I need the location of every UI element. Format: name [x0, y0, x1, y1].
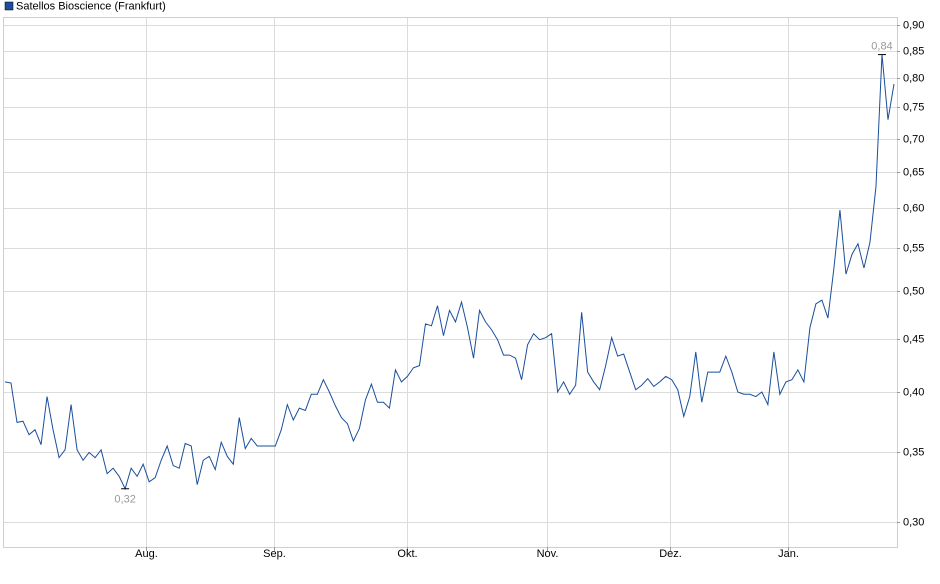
y-tick-label: 0,45: [903, 333, 924, 345]
y-tick-label: 0,70: [903, 133, 924, 145]
legend-label: Satellos Bioscience (Frankfurt): [16, 0, 166, 12]
price-line: [4, 54, 895, 491]
legend-swatch: [4, 1, 14, 11]
x-tick-label: Sep.: [263, 548, 286, 560]
y-tick-label: 0,50: [903, 285, 924, 297]
y-tick-label: 0,40: [903, 386, 924, 398]
y-tick-label: 0,30: [903, 516, 924, 528]
y-tick-label: 0,80: [903, 72, 924, 84]
y-tick-label: 0,55: [903, 242, 924, 254]
min-label: 0,32: [114, 494, 135, 506]
y-tick-label: 0,65: [903, 166, 924, 178]
y-tick-label: 0,90: [903, 19, 924, 31]
y-tick-label: 0,60: [903, 202, 924, 214]
grid: [4, 18, 897, 547]
x-tick-label: Aug.: [135, 548, 158, 560]
x-tick-label: Nov.: [537, 548, 559, 560]
y-tick-label: 0,85: [903, 45, 924, 57]
x-tick-label: Jan.: [778, 548, 799, 560]
x-tick-label: Okt.: [397, 548, 417, 560]
x-tick-label: Dez.: [659, 548, 682, 560]
y-tick-label: 0,75: [903, 101, 924, 113]
plot-frame: [3, 17, 898, 548]
y-tick-label: 0,35: [903, 446, 924, 458]
max-label: 0,84: [871, 40, 892, 52]
